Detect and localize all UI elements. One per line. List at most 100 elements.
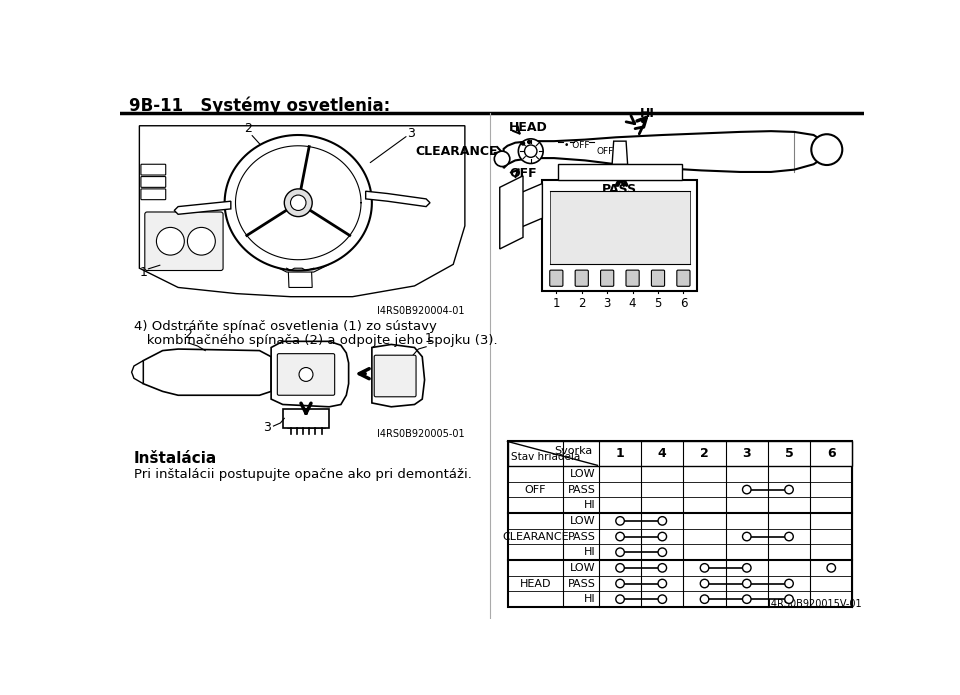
Text: 6: 6 [680,297,687,311]
Polygon shape [225,135,372,270]
Polygon shape [504,131,826,172]
Polygon shape [143,349,271,395]
Circle shape [615,516,624,525]
Circle shape [658,564,666,572]
Text: LOW: LOW [570,563,596,573]
Polygon shape [516,183,542,230]
Circle shape [742,595,751,603]
Text: CLEARANCE: CLEARANCE [502,532,568,541]
Polygon shape [139,126,465,297]
Polygon shape [175,202,230,214]
Circle shape [615,548,624,557]
Text: OFF: OFF [525,484,546,495]
Text: LOW: LOW [570,469,596,479]
FancyBboxPatch shape [677,270,690,286]
Circle shape [658,579,666,588]
Circle shape [784,595,793,603]
Polygon shape [366,191,430,206]
Circle shape [187,227,215,255]
Text: Pri inštalácii postupujte opačne ako pri demontáži.: Pri inštalácii postupujte opačne ako pri… [134,468,471,481]
FancyBboxPatch shape [652,270,664,286]
FancyBboxPatch shape [141,177,166,188]
Text: HEAD: HEAD [519,578,551,589]
Text: 6: 6 [827,448,835,460]
Text: I4RS0B920005-01: I4RS0B920005-01 [377,429,465,439]
Circle shape [700,595,708,603]
Text: Svorka: Svorka [555,446,592,456]
Polygon shape [372,345,424,407]
Polygon shape [283,409,329,427]
FancyBboxPatch shape [374,355,416,397]
FancyBboxPatch shape [575,270,588,286]
Circle shape [742,564,751,572]
Circle shape [742,579,751,588]
Text: HI: HI [585,500,596,510]
Circle shape [658,548,666,557]
Text: Stav hriadela: Stav hriadela [512,452,581,462]
Text: LOW: LOW [570,516,596,526]
Circle shape [494,151,510,167]
Circle shape [284,189,312,217]
Text: HEAD: HEAD [509,121,548,134]
Text: 2: 2 [244,122,252,136]
FancyBboxPatch shape [601,270,613,286]
Text: 1: 1 [139,265,147,279]
Circle shape [742,532,751,541]
Text: HI: HI [585,594,596,604]
Circle shape [784,532,793,541]
Text: 2: 2 [184,328,192,341]
Circle shape [700,579,708,588]
Polygon shape [132,361,143,384]
Text: 3: 3 [263,421,271,434]
Text: OFF: OFF [596,147,613,156]
Circle shape [658,516,666,525]
Circle shape [784,579,793,588]
Bar [508,441,852,607]
Text: 5: 5 [784,448,793,460]
Circle shape [615,532,624,541]
Circle shape [658,595,666,603]
Polygon shape [612,141,628,164]
Text: Inštalácia: Inštalácia [134,450,217,466]
Polygon shape [500,176,523,249]
Text: PASS: PASS [568,578,596,589]
Polygon shape [271,218,329,272]
Text: 2: 2 [700,448,708,460]
Circle shape [742,485,751,494]
Polygon shape [287,226,312,288]
Text: 3: 3 [604,297,611,311]
Circle shape [518,139,543,163]
Polygon shape [550,191,689,264]
Text: HI: HI [639,106,655,120]
Text: 2: 2 [578,297,586,311]
Polygon shape [558,164,682,179]
Circle shape [811,134,842,165]
FancyBboxPatch shape [550,270,563,286]
Text: I4RS0B920015V-01: I4RS0B920015V-01 [768,598,862,609]
Text: 4: 4 [629,297,636,311]
FancyBboxPatch shape [626,270,639,286]
Polygon shape [542,179,697,291]
Circle shape [615,595,624,603]
Text: 4) Odstráňte spínač osvetlenia (1) zo sústavy: 4) Odstráňte spínač osvetlenia (1) zo sú… [134,320,437,333]
Text: I4RS0B920004-01: I4RS0B920004-01 [377,306,465,316]
Circle shape [827,564,835,572]
Text: 5: 5 [655,297,661,311]
Circle shape [521,142,524,145]
FancyBboxPatch shape [277,354,335,395]
Text: CLEARANCE: CLEARANCE [416,145,498,158]
FancyBboxPatch shape [141,164,166,175]
Text: 1: 1 [424,332,432,345]
Circle shape [524,145,537,157]
Text: kombinačného spínača (2) a odpojte jeho spojku (3).: kombinačného spínača (2) a odpojte jeho … [134,334,497,347]
FancyBboxPatch shape [141,189,166,199]
Circle shape [156,227,184,255]
Text: 3: 3 [742,448,751,460]
Circle shape [615,564,624,572]
Text: HI: HI [585,547,596,557]
Text: 9B-11   Systémy osvetlenia:: 9B-11 Systémy osvetlenia: [130,97,391,115]
Text: • OFF: • OFF [564,140,589,149]
Text: 3: 3 [407,127,415,140]
Circle shape [700,564,708,572]
Text: PASS: PASS [568,484,596,495]
